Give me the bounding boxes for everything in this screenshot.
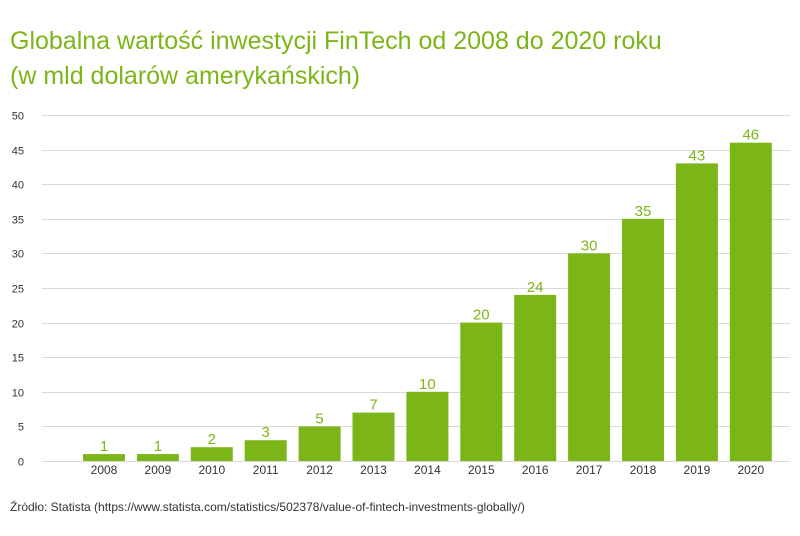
data-label-2018: 35 — [635, 203, 652, 220]
x-tick-label-2012: 2012 — [306, 463, 333, 477]
x-tick-label-2017: 2017 — [576, 463, 603, 477]
bar-2014 — [406, 391, 449, 461]
bar-2020 — [729, 142, 772, 461]
x-axis-tick-labels: 2008 2009 2010 2011 2012 2013 2014 2015 2016 2017… — [91, 463, 765, 477]
y-tick-label: 15 — [12, 353, 24, 365]
y-tick-label: 45 — [12, 146, 24, 158]
data-label-2019: 43 — [689, 147, 706, 164]
data-label-2017: 30 — [581, 237, 598, 254]
data-label-2012: 5 — [315, 410, 323, 427]
chart-title-line-2: (w mld dolarów amerykańskich) — [10, 62, 361, 90]
bar-2017 — [568, 253, 611, 461]
bar-2008 — [83, 454, 125, 461]
x-tick-label-2014: 2014 — [414, 463, 441, 477]
x-tick-label-2020: 2020 — [737, 463, 764, 477]
data-label-2016: 24 — [527, 279, 544, 296]
x-tick-label-2019: 2019 — [684, 463, 711, 477]
x-tick-label-2018: 2018 — [630, 463, 657, 477]
data-label-2014: 10 — [419, 376, 436, 393]
y-axis-tick-labels: 0 5 10 15 20 25 30 35 40 45 50 — [12, 111, 24, 469]
data-label-2011: 3 — [262, 424, 270, 441]
chart-title: Globalna wartość inwestycji FinTech od 2… — [10, 24, 790, 94]
x-tick-label-2015: 2015 — [468, 463, 495, 477]
bar-2019 — [675, 163, 718, 461]
bar-2012 — [298, 426, 341, 461]
data-label-2008: 1 — [100, 438, 108, 455]
y-tick-label: 5 — [18, 422, 24, 434]
data-label-2020: 46 — [742, 127, 759, 144]
y-tick-label: 20 — [12, 319, 24, 331]
data-label-2009: 1 — [154, 438, 162, 455]
y-tick-label: 50 — [12, 111, 24, 123]
data-label-2013: 7 — [369, 397, 377, 414]
bar-2010 — [190, 447, 233, 461]
y-tick-label: 0 — [18, 457, 24, 469]
x-tick-label-2011: 2011 — [253, 463, 279, 477]
y-tick-label: 10 — [12, 388, 24, 400]
y-tick-label: 40 — [12, 180, 24, 192]
chart-title-line-1: Globalna wartość inwestycji FinTech od 2… — [10, 27, 662, 55]
bar-2009 — [136, 454, 179, 461]
data-label-2010: 2 — [208, 431, 216, 448]
y-tick-label: 25 — [12, 284, 24, 296]
x-tick-label-2010: 2010 — [198, 463, 225, 477]
bar-2018 — [622, 218, 664, 461]
bar-2015 — [460, 322, 503, 461]
source-note: Źródło: Statista (https://www.statista.c… — [10, 500, 525, 514]
y-tick-label: 35 — [12, 215, 24, 227]
data-label-2015: 20 — [473, 307, 490, 324]
y-tick-label: 30 — [12, 249, 24, 261]
x-tick-label-2013: 2013 — [360, 463, 387, 477]
bar-2013 — [352, 412, 395, 461]
bar-2011 — [244, 440, 287, 461]
bar-2016 — [514, 294, 557, 461]
gridlines — [42, 115, 790, 462]
x-tick-label-2008: 2008 — [91, 463, 118, 477]
x-tick-label-2016: 2016 — [522, 463, 549, 477]
bars — [83, 142, 772, 461]
x-tick-label-2009: 2009 — [145, 463, 172, 477]
